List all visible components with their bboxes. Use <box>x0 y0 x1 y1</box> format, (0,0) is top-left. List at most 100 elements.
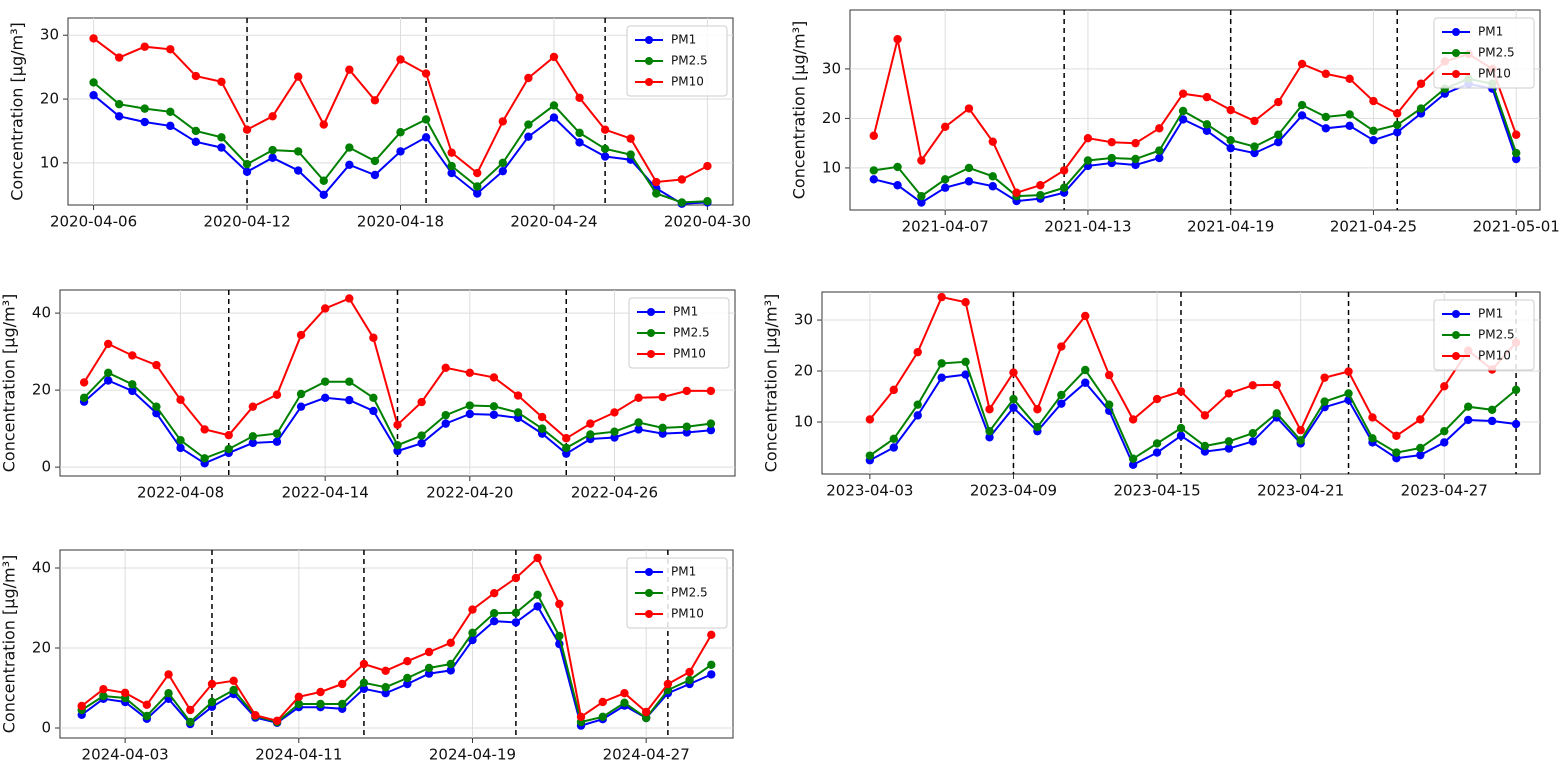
data-point <box>575 128 584 138</box>
data-point <box>396 55 405 64</box>
data-point <box>1202 126 1212 135</box>
data-point <box>359 684 369 693</box>
data-point <box>575 138 584 147</box>
data-point <box>1248 429 1258 438</box>
data-point <box>537 412 547 422</box>
x-tick-label: 2021-05-01 <box>1473 218 1559 236</box>
data-point <box>641 707 651 717</box>
data-point <box>421 133 431 142</box>
data-point <box>1224 437 1234 446</box>
data-point <box>1200 411 1210 420</box>
data-point <box>319 120 328 129</box>
data-point <box>913 411 922 420</box>
y-tick-label: 20 <box>794 362 813 380</box>
data-point <box>89 91 98 100</box>
data-point <box>940 183 950 192</box>
data-point <box>1250 116 1259 126</box>
data-point <box>703 161 712 171</box>
data-point <box>319 190 328 199</box>
data-point <box>293 166 303 175</box>
data-point <box>99 691 108 701</box>
data-point <box>1178 89 1188 98</box>
data-point <box>707 660 716 669</box>
legend-label: PM2.5 <box>1478 46 1515 60</box>
data-point <box>128 351 137 360</box>
x-tick-label: 2023-04-15 <box>1113 482 1200 500</box>
data-point <box>152 402 161 411</box>
data-point <box>1107 137 1116 147</box>
legend: PM1 PM2.5 PM10 <box>628 297 730 369</box>
x-tick-label: 2023-04-03 <box>826 482 913 500</box>
data-point <box>114 112 124 121</box>
data-point <box>1131 160 1140 170</box>
data-point <box>1393 128 1402 137</box>
data-point <box>272 437 282 446</box>
data-point <box>1416 443 1425 453</box>
x-tick-label: 2024-04-19 <box>429 746 516 764</box>
legend-label: PM2.5 <box>671 586 708 600</box>
data-point <box>1416 79 1426 88</box>
legend-label: PM2.5 <box>671 54 708 68</box>
data-point <box>441 363 450 372</box>
data-point <box>1224 389 1234 398</box>
data-point <box>1178 106 1188 116</box>
series-line <box>873 77 1518 198</box>
y-tick-label: 30 <box>40 26 59 44</box>
data-point <box>511 573 521 583</box>
data-point <box>533 590 542 599</box>
data-point <box>1248 381 1258 390</box>
x-tick-label: 2021-04-07 <box>902 218 989 236</box>
data-point <box>200 425 209 434</box>
legend-marker <box>645 610 653 618</box>
data-point <box>706 386 716 396</box>
legend-marker <box>1452 331 1460 339</box>
data-point <box>417 439 426 448</box>
data-point <box>207 697 217 707</box>
data-point <box>893 162 902 172</box>
data-point <box>345 377 354 386</box>
data-point <box>164 689 173 698</box>
data-point <box>1369 135 1378 145</box>
data-point <box>1059 183 1069 192</box>
data-point <box>296 330 306 340</box>
data-point <box>964 163 974 173</box>
data-point <box>393 440 402 450</box>
data-point <box>1152 394 1162 404</box>
y-tick-label: 20 <box>822 109 841 127</box>
data-point <box>652 177 661 187</box>
data-point <box>685 675 694 685</box>
data-point <box>140 117 149 127</box>
data-point <box>248 432 258 441</box>
y-tick-label: 40 <box>32 559 51 577</box>
data-point <box>682 428 691 437</box>
x-tick-label: 2020-04-06 <box>50 213 137 231</box>
x-tick-label: 2022-04-26 <box>571 484 658 502</box>
data-point <box>1128 454 1138 463</box>
chart: 0 20 40 2022-04-08 2022-04-14 2022-04-20 2022-… <box>0 289 736 502</box>
data-point <box>128 380 137 389</box>
data-point <box>1321 69 1331 79</box>
legend-label: PM10 <box>671 607 704 621</box>
data-point <box>524 120 533 129</box>
data-point <box>961 370 970 379</box>
legend-marker <box>1452 28 1460 36</box>
data-point <box>1345 110 1354 119</box>
legend-marker <box>1452 352 1460 360</box>
data-point <box>77 701 86 711</box>
x-tick-label: 2023-04-27 <box>1401 482 1488 500</box>
data-point <box>114 53 124 62</box>
data-point <box>1250 142 1259 151</box>
series-line <box>81 593 712 724</box>
legend-marker <box>1452 49 1460 57</box>
data-point <box>176 395 185 404</box>
data-point <box>913 400 922 409</box>
legend-box <box>1433 299 1535 371</box>
data-point <box>620 698 629 707</box>
data-point <box>610 408 619 417</box>
data-point <box>634 393 643 403</box>
y-tick-label: 0 <box>41 719 51 737</box>
data-point <box>381 683 390 692</box>
data-point <box>1128 460 1138 470</box>
data-point <box>1416 415 1425 424</box>
data-point <box>598 712 607 721</box>
